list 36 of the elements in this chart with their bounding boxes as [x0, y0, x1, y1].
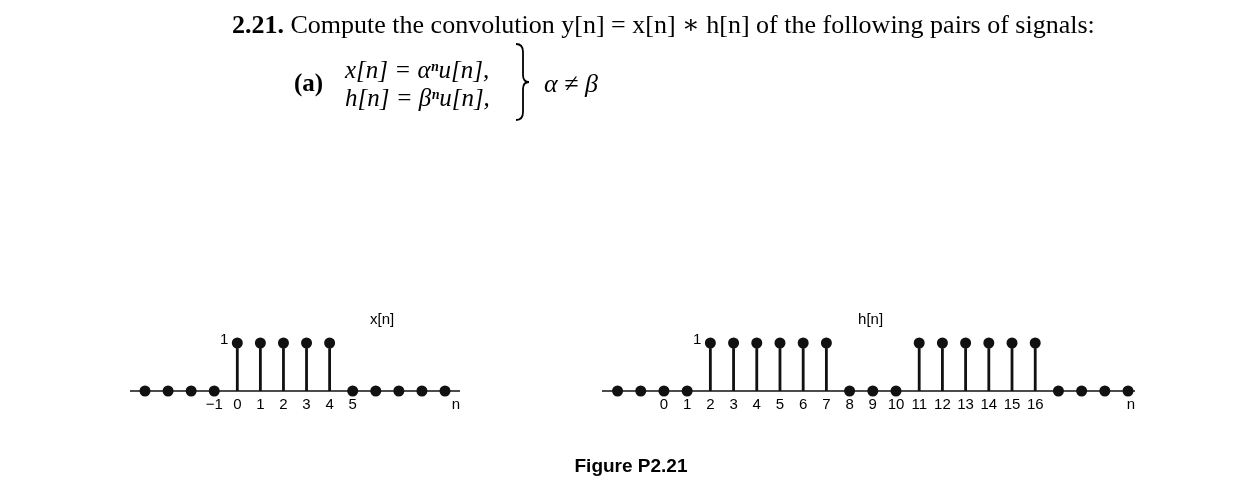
x-tick-label: 2 [279, 395, 288, 412]
x-tick-label: 9 [868, 395, 877, 412]
y-axis-title: h[n] [858, 310, 884, 327]
annotation: 1 [693, 330, 702, 347]
x-tick-label: 6 [799, 395, 808, 412]
text: α ≠ β [544, 69, 598, 98]
caption: Figure P2.21 [574, 455, 688, 476]
x-tick-label: 12 [934, 395, 951, 412]
x-tick-label: 0 [659, 395, 669, 412]
x-tick-label: 4 [752, 395, 761, 412]
x-tick-label: 0 [233, 395, 242, 412]
x-tick-label: 1 [256, 395, 265, 412]
x-tick-label: 15 [1003, 395, 1021, 412]
x-tick-label: 3 [302, 395, 311, 412]
x-tick-label: 16 [1026, 395, 1044, 412]
x-tick-label: 11 [911, 395, 927, 412]
x-tick-label: 1 [682, 395, 692, 412]
x-tick-label: 13 [957, 395, 974, 412]
x-axis-title: n [1126, 395, 1136, 412]
x-tick-label: −1 [205, 395, 223, 412]
y-axis-title: x[n] [370, 310, 395, 327]
x-tick-label: 10 [887, 395, 905, 412]
annotation: 1 [219, 330, 229, 347]
text: 2.21. Compute the convolution y[n] = x[n] ∗ h[n] of the following pairs of signals: [232, 10, 1095, 39]
text: x[n] = αⁿu[n], [344, 56, 490, 83]
x-tick-label: 5 [775, 395, 785, 412]
x-tick-label: 7 [822, 395, 831, 412]
x-tick-label: 5 [348, 395, 357, 412]
x-tick-label: 14 [980, 395, 998, 412]
x-tick-label: 4 [325, 395, 334, 412]
x-tick-label: 2 [706, 395, 715, 412]
x-axis-title: n [451, 395, 461, 412]
x-tick-label: 3 [729, 395, 738, 412]
text: h[n] = βⁿu[n], [345, 84, 490, 111]
x-tick-label: 8 [845, 395, 854, 412]
text: (a) [294, 69, 324, 97]
